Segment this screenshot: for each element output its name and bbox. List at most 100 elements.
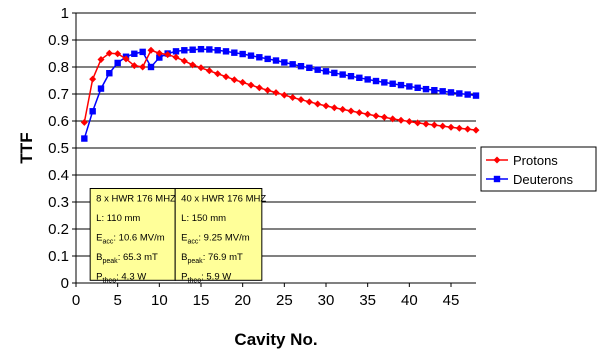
y-tick-label: 0.2 [48,221,69,238]
annotation-text: : 4.3 W [116,272,146,283]
data-point [89,108,96,115]
data-point [214,70,222,78]
legend: Protons Deuterons [480,146,597,192]
data-point [472,126,480,134]
x-tick-label: 45 [443,292,460,309]
data-point [272,57,280,64]
annotation-line: Ptheo: 4.3 W [96,272,146,285]
annotation-subscript: theo [103,278,117,285]
data-point [80,118,88,126]
data-point [430,121,438,129]
data-point [164,51,172,59]
data-point [422,120,430,128]
data-point [231,49,238,56]
data-point [297,62,305,70]
data-point [493,156,501,164]
data-point [105,49,113,57]
data-point [114,50,122,58]
annotation-text: : 5.9 W [201,272,231,283]
annotation-text: L: 150 mm [181,213,226,224]
data-point [222,48,230,55]
data-point [97,55,105,63]
x-tick-label: 0 [72,292,80,309]
data-point [239,78,247,86]
annotation-text: : 10.6 MV/m [113,233,164,244]
data-point [439,88,446,95]
data-point [331,69,338,77]
data-point [180,57,188,65]
data-point [189,46,196,53]
x-tick-label: 10 [151,292,168,309]
annotation-line: Ptheo: 5.9 W [181,272,231,285]
annotation-text: E [96,233,102,244]
data-point [197,45,205,53]
annotation-subscript: peak [103,258,119,265]
data-point [364,76,371,83]
x-tick-label: 15 [193,292,210,309]
annotation-subscript: acc [188,239,199,246]
data-point [297,96,305,104]
y-tick-label: 0.8 [48,59,69,76]
data-point [214,47,221,54]
data-point [256,54,263,61]
annotation-line: Bpeak: 65.3 mT [96,252,158,265]
data-point [147,46,155,54]
data-point [355,109,363,117]
data-point [206,46,213,53]
data-point [205,67,213,75]
annotation-line: Eacc: 10.6 MV/m [96,233,165,246]
y-tick-label: 0.7 [48,86,69,103]
annotation-subscript: acc [103,239,114,246]
data-point [264,86,272,94]
data-point [422,85,430,93]
data-point [447,89,455,96]
data-point [239,50,246,58]
x-tick-label: 25 [276,292,293,309]
x-tick-label: 35 [359,292,376,309]
series-protons [80,46,480,134]
axes [72,12,476,287]
data-point [314,66,321,73]
tick-labels: 00.10.20.30.40.50.60.70.80.910 5 10 15 20 25 3… [48,5,459,309]
data-point [372,112,380,120]
data-point [464,125,472,133]
data-point [181,47,188,54]
annotation-line: Eacc: 9.25 MV/m [181,233,250,246]
data-point [347,72,355,80]
annotation-text: B [96,252,102,263]
data-point [230,76,238,84]
data-point [264,55,271,63]
data-point [281,59,288,66]
data-point [81,135,88,142]
data-point [197,64,205,72]
annotation-text: 40 x HWR 176 MHZ [181,194,266,205]
data-point [189,61,197,69]
data-point [106,70,113,77]
data-point [347,107,355,115]
y-tick-label: 0.4 [48,167,69,184]
annotation-subscript: peak [188,258,204,265]
annotation-box: 40 x HWR 176 MHZ L: 150 mm Eacc: 9.25 MV/m… [174,188,266,285]
annotation-line: Bpeak: 76.9 mT [181,252,243,265]
legend-box [480,146,597,192]
data-point [131,50,138,57]
data-point [305,98,313,106]
y-tick-label: 0.5 [48,140,69,157]
data-point [372,77,380,85]
data-point [122,55,130,63]
data-point [405,118,413,126]
data-point [139,48,146,56]
y-tick-label: 0.9 [48,32,69,49]
data-point [414,119,422,127]
annotation-text: : 76.9 mT [203,252,243,263]
x-tick-label: 30 [318,292,335,309]
legend-label: Protons [513,153,558,168]
data-point [222,73,230,81]
legend-label: Deuterons [513,172,573,187]
y-tick-label: 1 [61,5,69,22]
series-deuterons [81,45,480,142]
annotation-text: : 9.25 MV/m [198,233,249,244]
data-point [472,92,480,99]
x-tick-label: 40 [401,292,418,309]
